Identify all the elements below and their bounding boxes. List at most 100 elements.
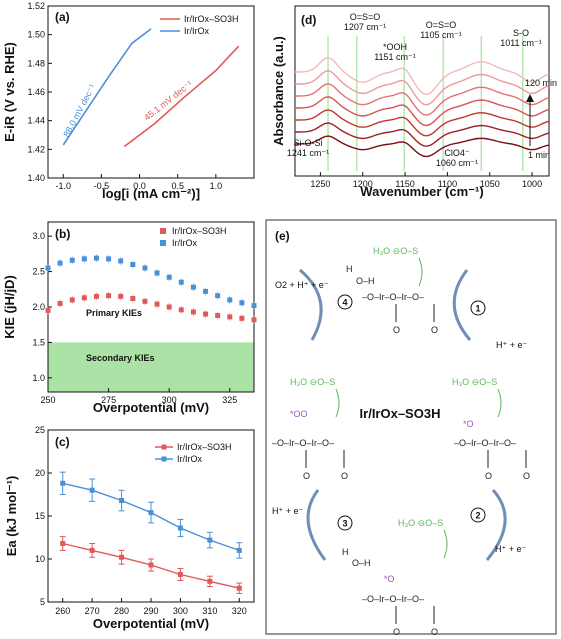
- panel-d-spectrum: [295, 122, 550, 147]
- water-molecule: H: [346, 264, 353, 274]
- panel-c-point: [60, 480, 66, 486]
- panel-b-point: [106, 293, 112, 299]
- panel-c-point: [207, 537, 213, 543]
- panel-a-ytick-label: 1.44: [27, 116, 45, 126]
- panel-b-point: [190, 284, 196, 290]
- panel-c-point: [148, 562, 154, 568]
- panel-b-point: [93, 293, 99, 299]
- panel-c-xtick-label: 260: [55, 606, 70, 616]
- panel-d-time-label: 1 min: [528, 150, 550, 160]
- panel-b-point: [239, 315, 245, 321]
- panel-b-point: [154, 270, 160, 276]
- step-number: 3: [342, 519, 347, 529]
- panel-c-xtick-label: 310: [202, 606, 217, 616]
- panel-d-xtick-label: 1100: [438, 179, 457, 189]
- intermediate-top: –O–Ir–O–Ir–O– O O: [362, 292, 438, 335]
- panel-e-center-label: Ir/IrOx–SO3H: [360, 406, 441, 421]
- panel-b-point: [45, 308, 51, 314]
- panel-c-ytick-label: 5: [40, 597, 45, 607]
- panel-a-xtick-label: -1.0: [56, 181, 72, 191]
- panel-b-point: [178, 307, 184, 313]
- panel-b-point: [215, 313, 221, 318]
- panel-b-point: [118, 258, 124, 264]
- sulfonate-group: H₃O ⊖O–S: [373, 246, 418, 256]
- panel-d-spectrum: [295, 57, 550, 96]
- panel-a-ytick-label: 1.52: [27, 1, 45, 11]
- panel-d-xtick-label: 1200: [353, 179, 373, 189]
- panel-a-xtick-label: 0.5: [171, 181, 184, 191]
- ooh-label: *OO: [290, 409, 308, 419]
- panel-d-spectrum: [295, 83, 550, 116]
- panel-d-time-label: 120 min: [525, 78, 557, 88]
- panel-b-point: [69, 297, 75, 303]
- ir-oxygen: O: [431, 325, 438, 335]
- intermediate-bottom: –O–Ir–O–Ir–O– O O: [362, 594, 438, 637]
- panel-d-peak-value: 1011 cm⁻¹: [500, 38, 542, 48]
- step-number-circle: [470, 300, 486, 316]
- panel-d-peak-label: O=S=O: [426, 20, 457, 30]
- panel-a-ytick-label: 1.40: [27, 173, 45, 183]
- panel-a-ytick-label: 1.50: [27, 30, 45, 40]
- panel-d-peak-value: 1241 cm⁻¹: [287, 148, 329, 158]
- panel-b-xtick-label: 325: [222, 395, 237, 405]
- ir-oxygen: O: [393, 627, 400, 637]
- panel-b-point: [203, 288, 209, 294]
- panel-b-xlabel: Overpotential (mV): [93, 400, 209, 415]
- panel-c-ytick-label: 25: [35, 425, 45, 435]
- panel-a-xtick-label: 0.0: [133, 181, 146, 191]
- panel-b-point: [154, 301, 160, 307]
- panel-b-point: [239, 300, 245, 306]
- step-number-circle: [470, 507, 486, 523]
- panel-b-point: [81, 256, 87, 262]
- panel-d-peak-value: 1207 cm⁻¹: [344, 22, 386, 32]
- panel-c-ytick-label: 10: [35, 554, 45, 564]
- panel-b-label: (b): [55, 227, 70, 241]
- panel-d-peak-label: *OOH: [383, 42, 407, 52]
- panel-b-point: [93, 255, 99, 261]
- panel-b-region-label: Secondary KIEs: [86, 353, 155, 363]
- reaction-arrow: [485, 488, 507, 561]
- panel-b-point: [142, 265, 148, 271]
- ir-chain: –O–Ir–O–Ir–O–: [454, 438, 516, 448]
- panel-b-point: [118, 293, 124, 299]
- panel-d-xtick-label: 1250: [310, 179, 330, 189]
- panel-c-ylabel: Ea (kJ mol⁻¹): [4, 476, 19, 557]
- ir-oxygen: O: [485, 471, 492, 481]
- panel-b-secondary-region: [48, 342, 254, 392]
- panel-c-ytick-label: 15: [35, 511, 45, 521]
- step-product: H⁺ + e⁻: [272, 506, 304, 516]
- panel-d-spectrum: [295, 135, 550, 158]
- panel-b-xtick-label: 275: [101, 395, 116, 405]
- ir-oxygen: O: [431, 627, 438, 637]
- panel-c-xlabel: Overpotential (mV): [93, 616, 209, 631]
- panel-d-xtick-label: 1000: [522, 179, 542, 189]
- panel-a-frame: [47, 5, 255, 179]
- panel-c-xtick-label: 290: [143, 606, 158, 616]
- panel-d-spectrum: [295, 109, 550, 137]
- panel-b-point: [227, 314, 233, 320]
- panel-d-peak-value: 1105 cm⁻¹: [420, 30, 462, 40]
- panel-c-legend-marker: [161, 444, 167, 450]
- panel-b-region-label: Primary KIEs: [86, 308, 142, 318]
- reaction-arrow: [306, 489, 327, 561]
- panel-c-point: [236, 547, 242, 553]
- sulfonate-chain: [497, 388, 502, 418]
- ir-oxygen: O: [523, 471, 530, 481]
- panel-a-ylabel: E-iR (V vs. RHE): [2, 42, 17, 142]
- panel-c-point: [119, 498, 125, 504]
- panel-a-xlabel: log[i (mA cm⁻²)]: [102, 186, 200, 201]
- panel-c-legend-label: Ir/IrOx–SO3H: [177, 442, 232, 452]
- panel-c-xtick-label: 270: [85, 606, 100, 616]
- panel-b-point: [166, 274, 172, 280]
- sulfonate-chain: [418, 257, 423, 287]
- panel-a-series-line: [62, 28, 152, 146]
- step-number-circle: [337, 515, 353, 531]
- panel-d-peak-value: 1151 cm⁻¹: [374, 52, 416, 62]
- panel-d-spectrum: [295, 70, 550, 106]
- panel-c-point: [177, 571, 183, 577]
- panel-b-point: [215, 293, 221, 299]
- step-product: H⁺ + e⁻: [496, 340, 528, 350]
- sulfonate-chain: [335, 388, 340, 418]
- panel-c-xtick-label: 300: [173, 606, 188, 616]
